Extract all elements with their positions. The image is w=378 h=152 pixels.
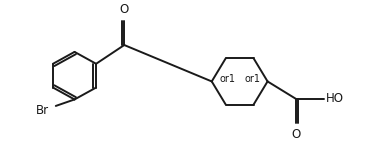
Text: O: O [291,128,301,141]
Text: HO: HO [326,92,344,105]
Text: Br: Br [36,104,49,117]
Text: O: O [119,3,129,16]
Text: or1: or1 [219,74,235,84]
Text: or1: or1 [244,74,260,84]
